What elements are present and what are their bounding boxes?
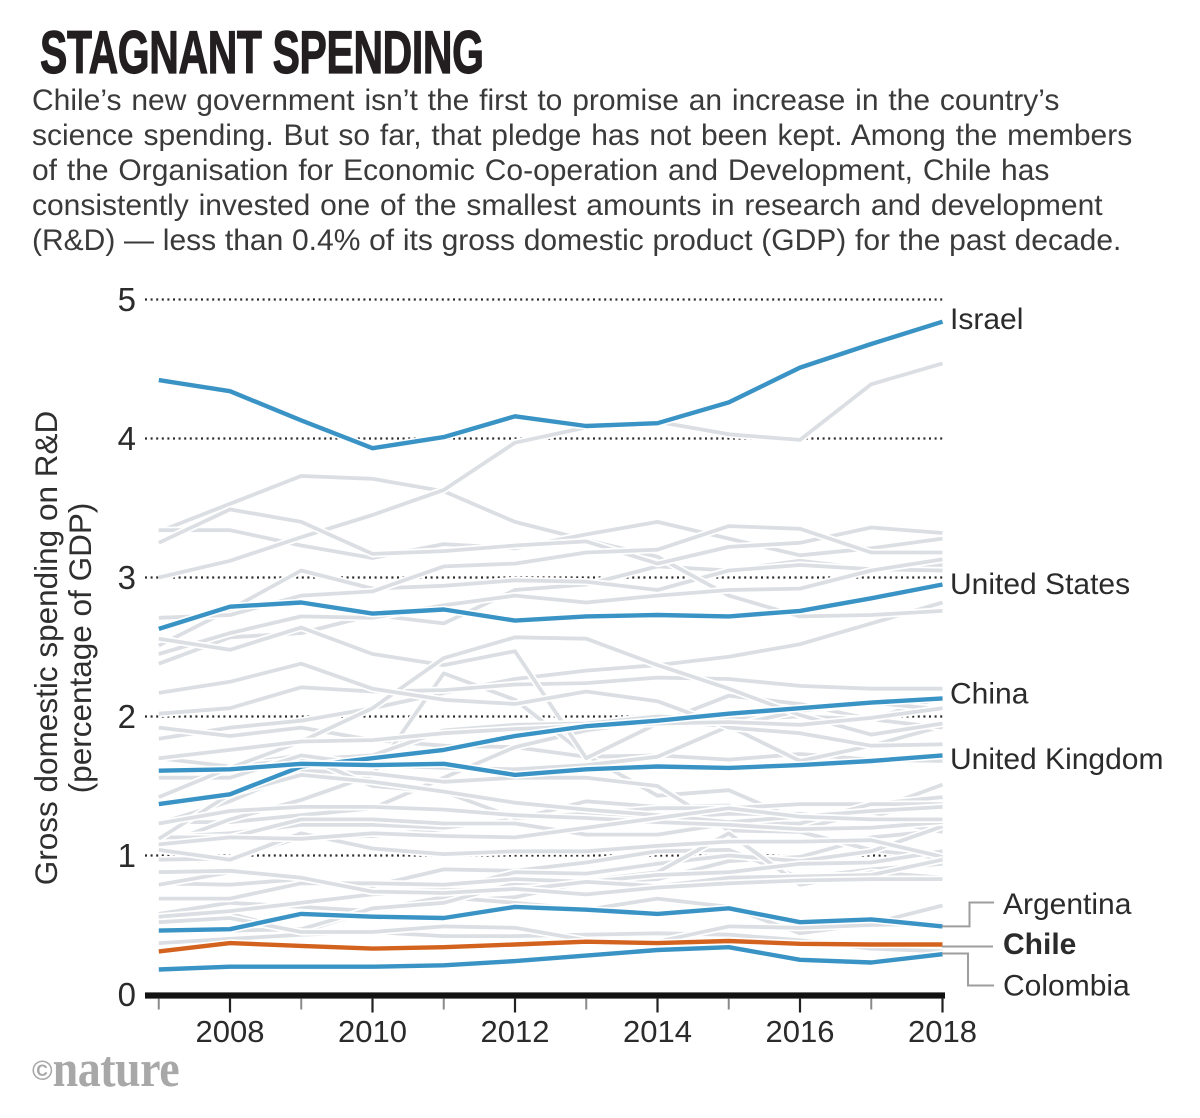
svg-text:United Kingdom: United Kingdom <box>950 743 1163 776</box>
svg-text:2014: 2014 <box>623 1014 692 1049</box>
svg-text:5: 5 <box>118 281 136 318</box>
svg-text:4: 4 <box>118 420 136 457</box>
svg-text:United States: United States <box>950 568 1130 601</box>
svg-text:2012: 2012 <box>481 1014 550 1049</box>
svg-text:Gross domestic spending on R&D: Gross domestic spending on R&D <box>28 411 64 885</box>
svg-text:2018: 2018 <box>908 1014 977 1049</box>
svg-text:2008: 2008 <box>196 1014 265 1049</box>
svg-text:2010: 2010 <box>338 1014 407 1049</box>
svg-text:3: 3 <box>118 559 136 596</box>
svg-text:Chile: Chile <box>1003 928 1076 961</box>
svg-text:1: 1 <box>118 837 136 874</box>
svg-text:Colombia: Colombia <box>1003 970 1130 1003</box>
svg-text:Israel: Israel <box>950 303 1023 336</box>
svg-text:2016: 2016 <box>766 1014 835 1049</box>
svg-text:(percentage of GDP): (percentage of GDP) <box>62 503 98 794</box>
svg-text:0: 0 <box>118 976 136 1013</box>
svg-text:China: China <box>950 678 1029 711</box>
svg-text:Argentina: Argentina <box>1003 888 1132 921</box>
svg-text:2: 2 <box>118 698 136 735</box>
